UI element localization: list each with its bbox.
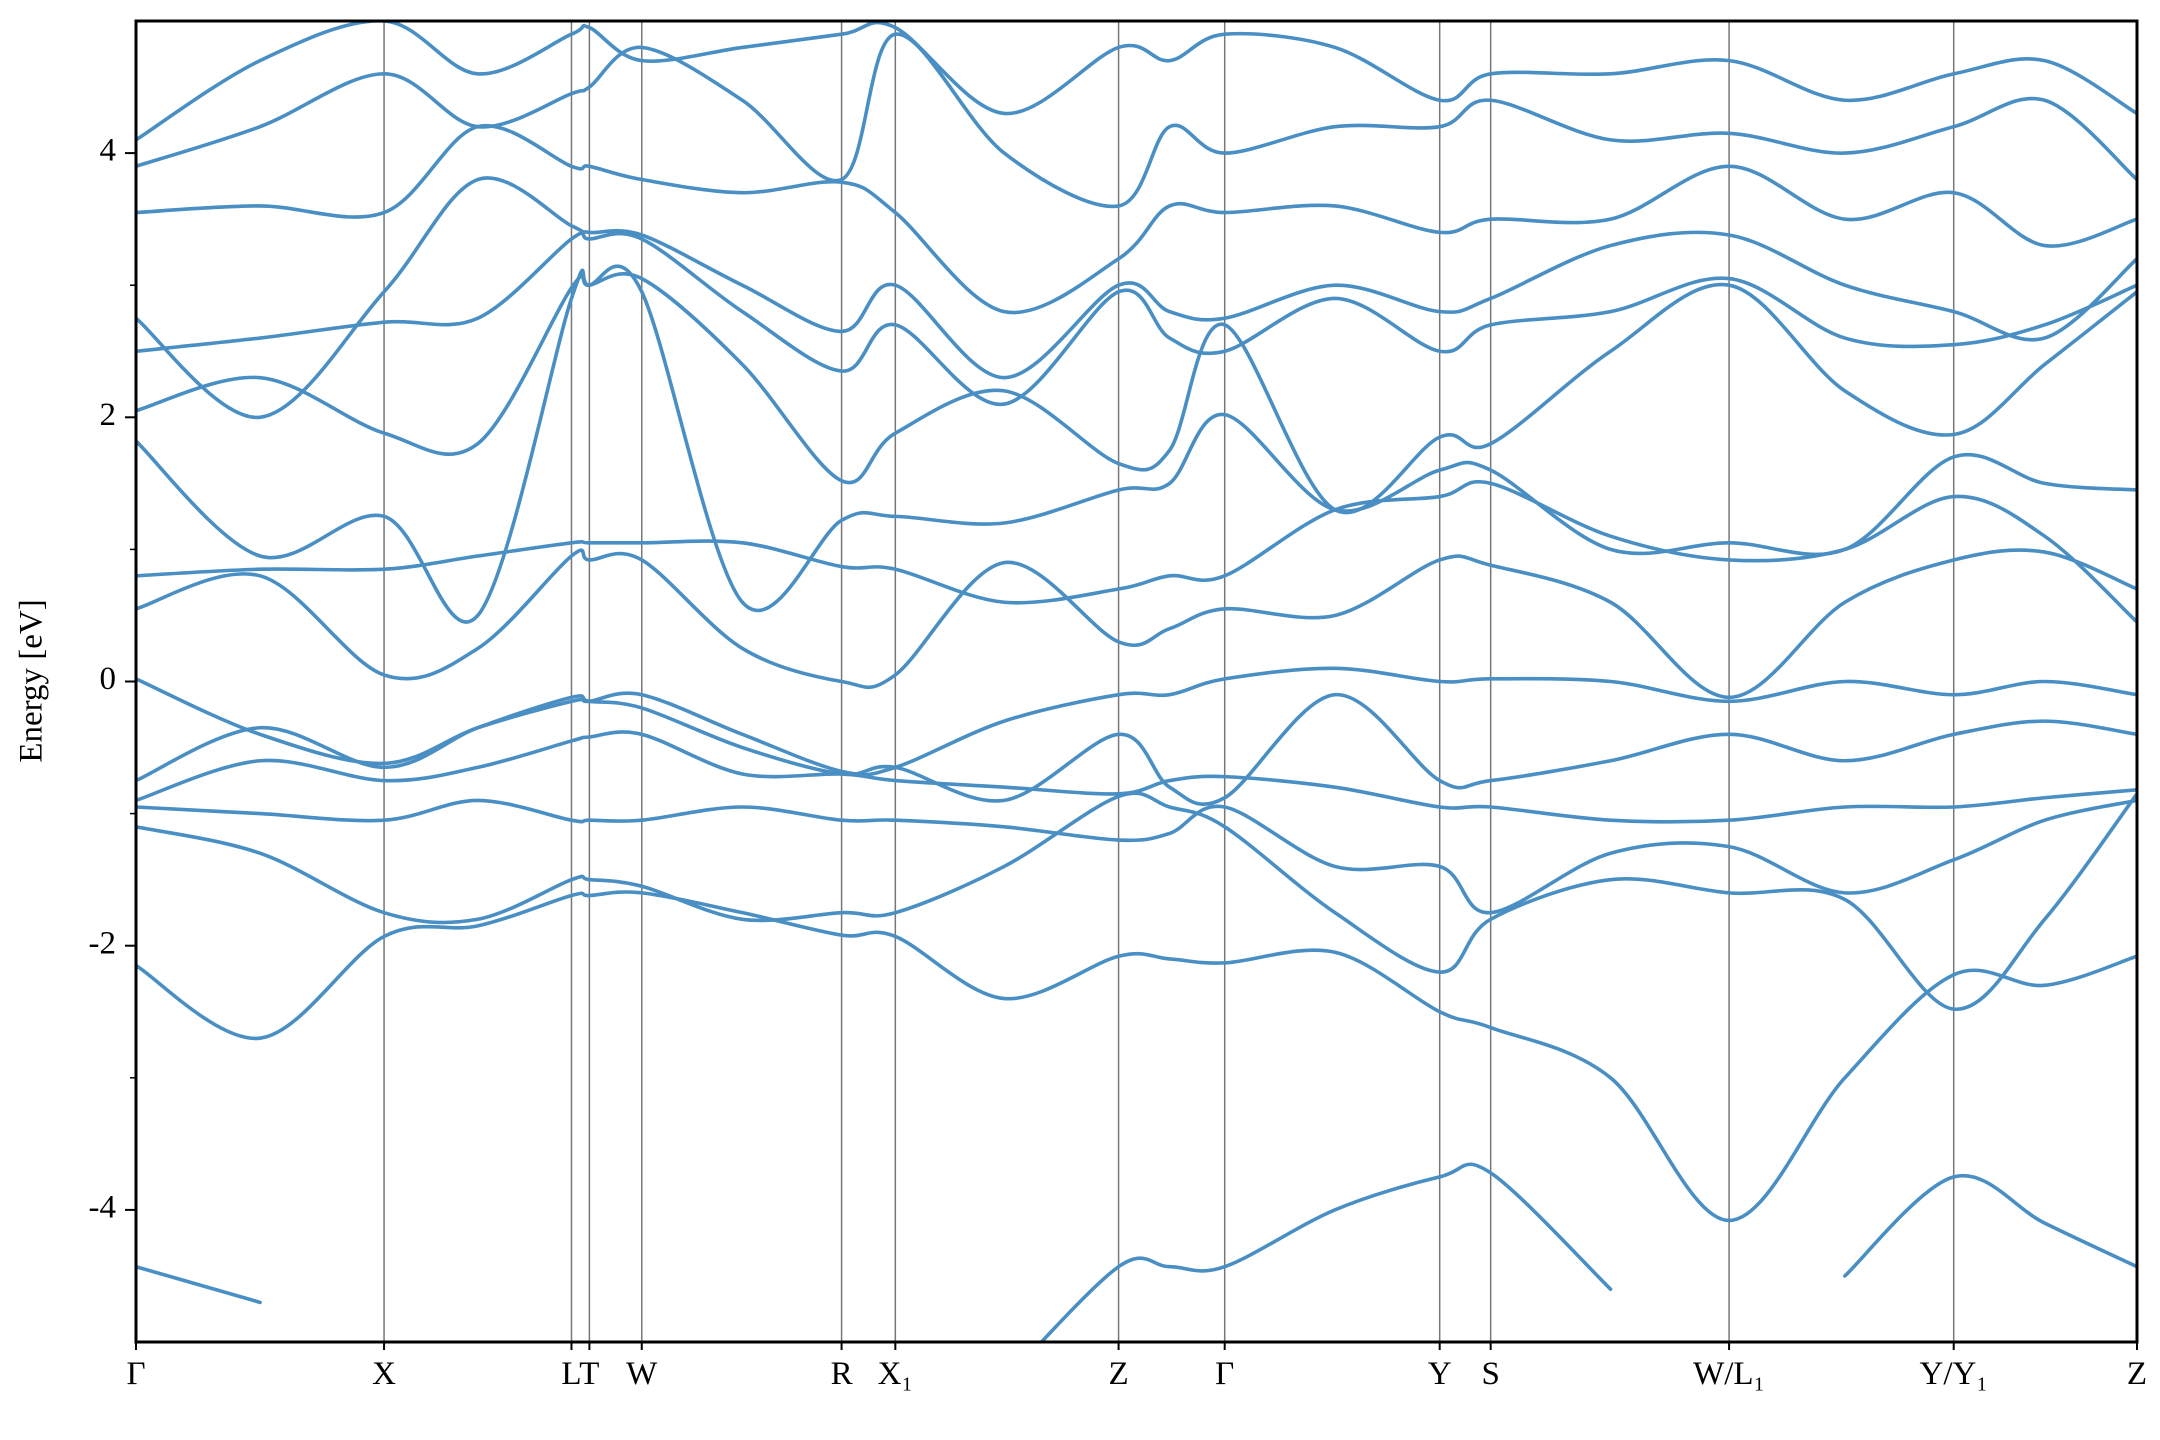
x-tick-label: Y/Y₁ xyxy=(1920,1356,1988,1392)
band xyxy=(136,798,2137,915)
x-tick-label: X xyxy=(372,1356,396,1392)
x-tick-label: W/L₁ xyxy=(1693,1356,1765,1392)
band xyxy=(136,480,2137,624)
x-tick-label: R xyxy=(831,1356,853,1392)
bands xyxy=(136,21,2137,1342)
band xyxy=(136,176,2137,420)
y-tick-label: -2 xyxy=(89,925,117,961)
x-tick-label: T xyxy=(579,1356,599,1392)
band xyxy=(136,123,2137,315)
band xyxy=(136,548,2137,700)
band xyxy=(136,264,2137,624)
x-tick-label: Γ xyxy=(126,1356,145,1392)
x-tick-label: Z xyxy=(2127,1356,2147,1392)
x-tick-label: Z xyxy=(1108,1356,1128,1392)
band xyxy=(136,791,2137,1011)
band xyxy=(136,730,2137,824)
x-tick-label: W xyxy=(626,1356,658,1392)
band xyxy=(136,666,2137,777)
band xyxy=(136,231,2137,406)
y-tick-label: 0 xyxy=(100,661,117,697)
x-tick-label: Γ xyxy=(1215,1356,1234,1392)
y-axis-label: Energy [eV] xyxy=(14,599,50,762)
y-tick-label: -4 xyxy=(89,1189,117,1225)
band xyxy=(136,21,2137,142)
x-tick-label: X₁ xyxy=(878,1356,913,1392)
x-tick-label: L xyxy=(561,1356,581,1392)
band xyxy=(136,890,2137,1223)
y-tick-label: 4 xyxy=(100,133,117,169)
band xyxy=(136,32,2137,209)
x-tick-label: S xyxy=(1481,1356,1499,1392)
band xyxy=(136,692,2137,807)
band xyxy=(136,1162,2137,1342)
y-tick-label: 2 xyxy=(100,397,117,433)
band xyxy=(136,272,2137,515)
x-tick-label: Y xyxy=(1428,1356,1452,1392)
axes: Γ X LT W R X₁ Z Γ Y S W/L₁ Y/Y₁ Z -4 -2 0 2 4 xyxy=(89,133,2148,1392)
